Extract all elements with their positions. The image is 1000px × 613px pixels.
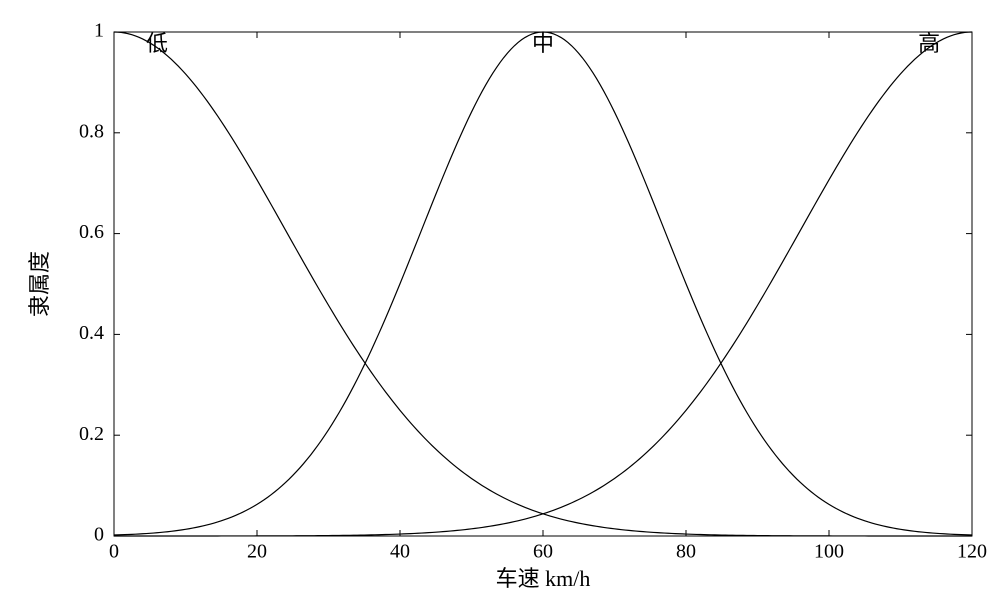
x-tick-label: 60 — [533, 541, 553, 563]
y-tick-label: 0 — [94, 524, 104, 546]
x-tick-label: 0 — [109, 541, 119, 563]
plot-border — [114, 32, 972, 536]
curve-low — [114, 32, 972, 536]
y-tick-label: 0.4 — [79, 322, 104, 344]
curve-label-low: 低 — [146, 31, 168, 56]
curve-label-high: 高 — [918, 31, 940, 56]
membership-chart: 0 20 40 60 80 100 120 0 0.2 0.4 0.6 0.8 1 低 中 高 车速 km… — [0, 0, 1000, 613]
curve-label-mid: 中 — [532, 31, 554, 56]
y-axis-ticks: 0 0.2 0.4 0.6 0.8 1 — [79, 20, 972, 546]
x-tick-label: 80 — [676, 541, 696, 563]
y-tick-label: 1 — [94, 20, 104, 42]
curve-high — [114, 32, 972, 536]
x-tick-label: 100 — [814, 541, 844, 563]
y-axis-label: 隶属度 — [27, 251, 52, 317]
curve-labels-group: 低中高 — [146, 31, 940, 56]
curves-group — [114, 32, 972, 536]
x-tick-label: 40 — [390, 541, 410, 563]
y-tick-label: 0.6 — [79, 221, 104, 243]
y-tick-label: 0.8 — [79, 120, 104, 142]
y-tick-label: 0.2 — [79, 423, 104, 445]
x-axis-label: 车速 km/h — [496, 566, 591, 591]
x-axis-ticks: 0 20 40 60 80 100 120 — [109, 32, 987, 563]
chart-svg: 0 20 40 60 80 100 120 0 0.2 0.4 0.6 0.8 1 低 中 高 车速 km… — [0, 0, 1000, 613]
curve-mid — [114, 32, 972, 535]
x-tick-label: 20 — [247, 541, 267, 563]
x-tick-label: 120 — [957, 541, 987, 563]
